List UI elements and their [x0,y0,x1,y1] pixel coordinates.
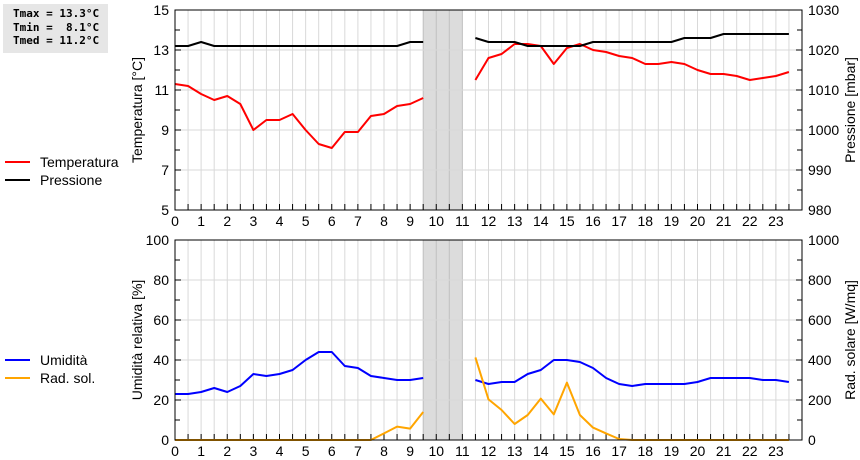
series-line-rad-sol [175,357,789,441]
x-tick-label: 5 [302,213,310,229]
x-tick-label: 21 [716,213,732,229]
series-line-pressione [175,33,789,47]
series-line-temperatura [174,43,790,149]
x-tick-label: 7 [354,213,362,229]
legend-label: Umidità [40,352,88,368]
x-tick-label: 21 [716,443,732,459]
x-tick-label: 14 [533,443,549,459]
y2-tick-label: 0 [808,432,816,448]
x-tick-label: 10 [428,213,444,229]
x-tick-label: 22 [742,443,758,459]
x-tick-label: 22 [742,213,758,229]
x-tick-label: 3 [249,213,257,229]
x-tick-label: 14 [533,213,549,229]
y-tick-label: 9 [161,122,169,138]
y-axis-title: Umidità relativa [%] [129,280,145,401]
legend-label: Rad. sol. [40,370,95,386]
x-tick-label: 16 [585,443,601,459]
tmed-stat: Tmed = 11.2°C [13,34,100,47]
y-tick-label: 60 [153,312,169,328]
x-tick-label: 18 [637,213,653,229]
x-tick-label: 16 [585,213,601,229]
legend-label: Pressione [40,172,102,188]
x-tick-label: 8 [380,213,388,229]
plot-frame [174,239,803,441]
x-tick-label: 13 [507,213,523,229]
y2-tick-label: 1010 [808,82,839,98]
x-tick-label: 20 [690,213,706,229]
x-tick-label: 13 [507,443,523,459]
y-tick-label: 100 [146,232,170,248]
missing-data-band [423,10,463,210]
y-tick-label: 80 [153,272,169,288]
x-tick-label: 4 [276,213,284,229]
y2-tick-label: 980 [808,202,832,218]
y-tick-label: 5 [161,202,169,218]
y2-tick-label: 800 [808,272,832,288]
y2-tick-label: 1030 [808,2,839,18]
y2-tick-label: 200 [808,392,832,408]
x-tick-label: 2 [223,443,231,459]
x-tick-label: 17 [611,443,627,459]
x-tick-label: 2 [223,213,231,229]
x-tick-label: 3 [249,443,257,459]
y-tick-label: 11 [154,82,169,98]
x-tick-label: 19 [664,213,680,229]
x-tick-label: 17 [611,213,627,229]
y-tick-label: 40 [153,352,169,368]
y2-tick-label: 1000 [808,232,839,248]
x-tick-label: 12 [481,443,497,459]
x-tick-label: 11 [455,443,470,459]
series-line-umidit [175,351,790,395]
x-tick-label: 23 [768,443,784,459]
x-tick-label: 5 [302,443,310,459]
x-tick-label: 19 [664,443,680,459]
y-tick-label: 0 [161,432,169,448]
stats-box: Tmax = 13.3°C Tmin = 8.1°C Tmed = 11.2°C [3,4,108,53]
tmax-stat: Tmax = 13.3°C [13,7,100,20]
x-tick-label: 20 [690,443,706,459]
y2-tick-label: 1020 [808,42,839,58]
y-tick-label: 13 [153,42,169,58]
x-tick-label: 9 [406,443,414,459]
x-tick-label: 1 [197,213,205,229]
x-tick-label: 15 [559,443,575,459]
y2-tick-label: 600 [808,312,832,328]
x-tick-label: 0 [171,443,179,459]
x-tick-label: 8 [380,443,388,459]
x-tick-label: 6 [328,443,336,459]
y2-axis-title: Rad. solare [W/mq] [842,280,858,400]
x-tick-label: 6 [328,213,336,229]
y2-tick-label: 990 [808,162,832,178]
y2-axis-title: Pressione [mbar] [842,57,858,163]
y-axis-title: Temperatura [°C] [129,57,145,163]
x-tick-label: 1 [197,443,205,459]
x-tick-label: 0 [171,213,179,229]
x-tick-label: 23 [768,213,784,229]
x-tick-label: 7 [354,443,362,459]
y2-tick-label: 400 [808,352,832,368]
plot-frame [174,9,803,211]
tmin-stat: Tmin = 8.1°C [13,20,100,34]
x-tick-label: 15 [559,213,575,229]
y-tick-label: 7 [161,162,169,178]
x-tick-label: 11 [455,213,470,229]
y2-tick-label: 1000 [808,122,839,138]
x-tick-label: 12 [481,213,497,229]
x-tick-label: 4 [276,443,284,459]
y-tick-label: 20 [153,392,169,408]
x-tick-label: 18 [637,443,653,459]
x-tick-label: 9 [406,213,414,229]
y-tick-label: 15 [153,2,169,18]
legend-label: Temperatura [40,154,119,170]
x-tick-label: 10 [428,443,444,459]
missing-data-band [423,240,463,440]
